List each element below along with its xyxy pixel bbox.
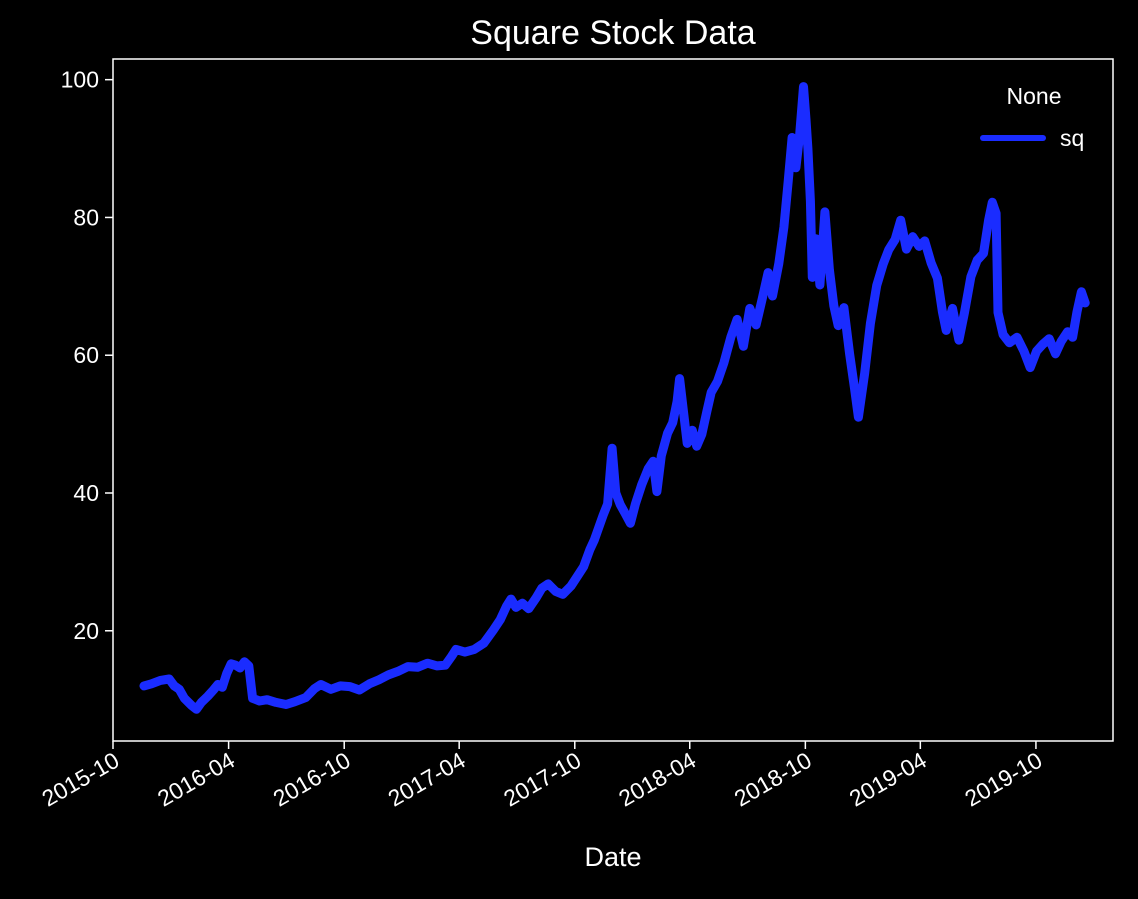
- chart-title: Square Stock Data: [470, 14, 755, 52]
- y-tick-label: 20: [73, 618, 99, 644]
- x-axis-label: Date: [584, 842, 641, 872]
- y-tick-label: 40: [73, 480, 99, 506]
- legend-title: None: [1007, 83, 1062, 109]
- y-tick-label: 100: [61, 67, 99, 93]
- x-tick-label: 2019-10: [960, 747, 1046, 812]
- y-tick-label: 60: [73, 342, 99, 368]
- legend-entry-label: sq: [1060, 125, 1084, 151]
- plot-area: [112, 58, 1114, 742]
- x-tick-label: 2017-10: [499, 747, 585, 812]
- x-tick-label: 2018-10: [730, 747, 816, 812]
- x-tick-label: 2018-04: [614, 747, 700, 812]
- x-axis: 2015-10 2016-04 2016-10 2017-04 2017-10 2018-…: [37, 741, 1046, 812]
- x-tick-label: 2017-04: [384, 747, 470, 812]
- legend: None sq: [980, 83, 1084, 151]
- x-tick-label: 2016-04: [153, 747, 239, 812]
- y-axis: 20 40 60 80 100: [61, 67, 113, 644]
- series-line-sq: [139, 82, 1090, 714]
- plot-frame: [112, 58, 1114, 742]
- x-tick-label: 2015-10: [37, 747, 123, 812]
- x-tick-label: 2019-04: [845, 747, 931, 812]
- x-tick-label: 2016-10: [269, 747, 355, 812]
- y-tick-label: 80: [73, 204, 99, 230]
